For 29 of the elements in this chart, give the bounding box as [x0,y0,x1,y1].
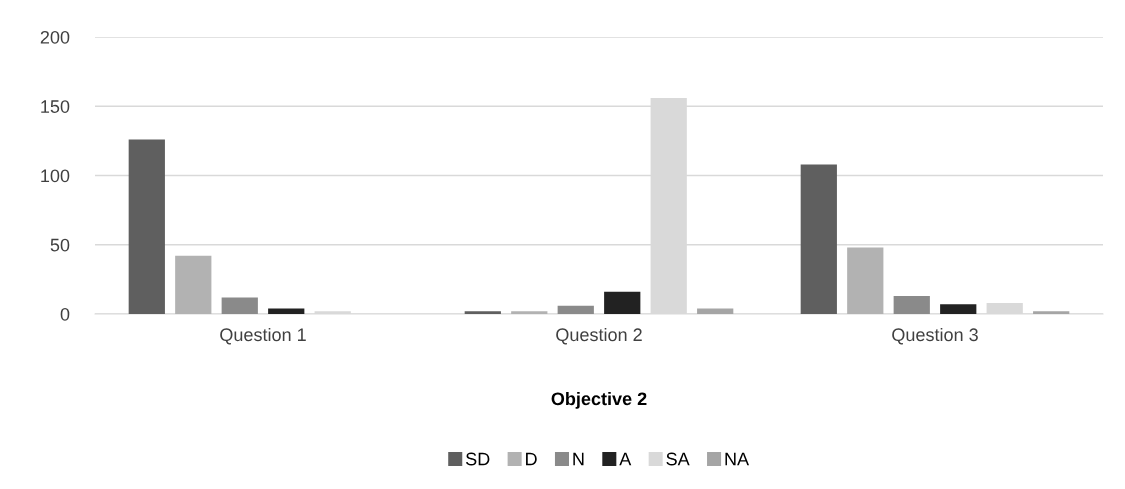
bar [697,308,734,314]
x-tick-label: Question 3 [892,327,978,345]
bar [1033,311,1070,314]
y-tick-label: 200 [40,30,70,44]
y-tick-label: 100 [41,169,70,183]
legend-label: D [526,452,537,466]
x-tick-label: Question 1 [220,327,306,345]
y-tick-label: 0 [60,307,70,321]
legend-label: N [573,452,584,466]
bar [221,297,258,314]
bar [847,247,884,314]
bar [800,164,837,314]
bar [557,305,594,314]
x-axis-title: Objective 2 [551,391,647,409]
bar [464,311,501,314]
legend-label: SD [465,452,490,466]
legend-label: SA [666,452,690,466]
bar [604,291,641,314]
bar [175,255,212,314]
legend-label: NA [725,452,750,466]
bar [893,296,930,314]
legend-label: A [619,452,632,466]
bar [128,139,165,314]
bar [268,308,305,314]
y-tick-label: 50 [50,238,70,252]
bar [511,311,548,314]
y-tick-label: 150 [41,100,70,113]
bar [940,304,977,314]
x-tick-label: Question 2 [556,327,642,345]
